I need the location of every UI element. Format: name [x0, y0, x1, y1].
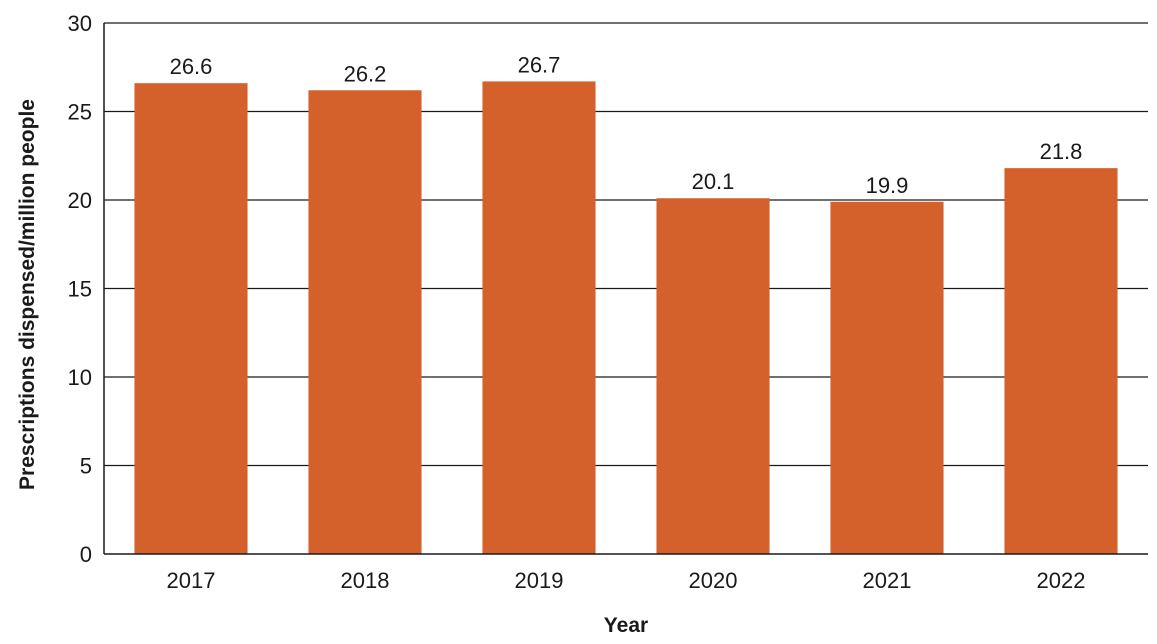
- x-tick-label-2021: 2021: [863, 568, 912, 593]
- x-tick-label-2017: 2017: [167, 568, 216, 593]
- bar-2019: [482, 81, 596, 554]
- value-labels: 26.6 26.2 26.7 20.1 19.9 21.8: [170, 52, 1083, 197]
- x-tick-label-2020: 2020: [689, 568, 738, 593]
- y-tick-label-10: 10: [68, 365, 92, 390]
- x-tick-labels: 2017 2018 2019 2020 2021 2022: [167, 568, 1086, 593]
- y-tick-label-0: 0: [80, 542, 92, 567]
- bar-2022: [1004, 168, 1118, 554]
- y-tick-label-25: 25: [68, 100, 92, 125]
- value-label-2019: 26.7: [518, 52, 561, 77]
- bar-2017: [134, 83, 248, 555]
- y-tick-labels: 0 5 10 15 20 25 30: [68, 11, 92, 567]
- x-tick-label-2022: 2022: [1037, 568, 1086, 593]
- bar-2021: [830, 201, 944, 554]
- value-label-2017: 26.6: [170, 54, 213, 79]
- x-axis-title: Year: [604, 614, 648, 637]
- bar-2020: [656, 198, 770, 555]
- x-tick-label-2018: 2018: [341, 568, 390, 593]
- y-axis-title: Prescriptions dispensed/million people: [16, 99, 39, 490]
- y-tick-label-30: 30: [68, 11, 92, 36]
- value-label-2021: 19.9: [866, 173, 909, 198]
- y-tick-label-5: 5: [80, 454, 92, 479]
- y-tick-label-20: 20: [68, 188, 92, 213]
- bars: [134, 81, 1118, 555]
- value-label-2022: 21.8: [1040, 139, 1083, 164]
- gridlines: [104, 22, 1148, 467]
- value-label-2018: 26.2: [344, 61, 387, 86]
- value-label-2020: 20.1: [692, 169, 735, 194]
- x-tick-label-2019: 2019: [515, 568, 564, 593]
- y-tick-label-15: 15: [68, 277, 92, 302]
- bar-2018: [308, 90, 422, 554]
